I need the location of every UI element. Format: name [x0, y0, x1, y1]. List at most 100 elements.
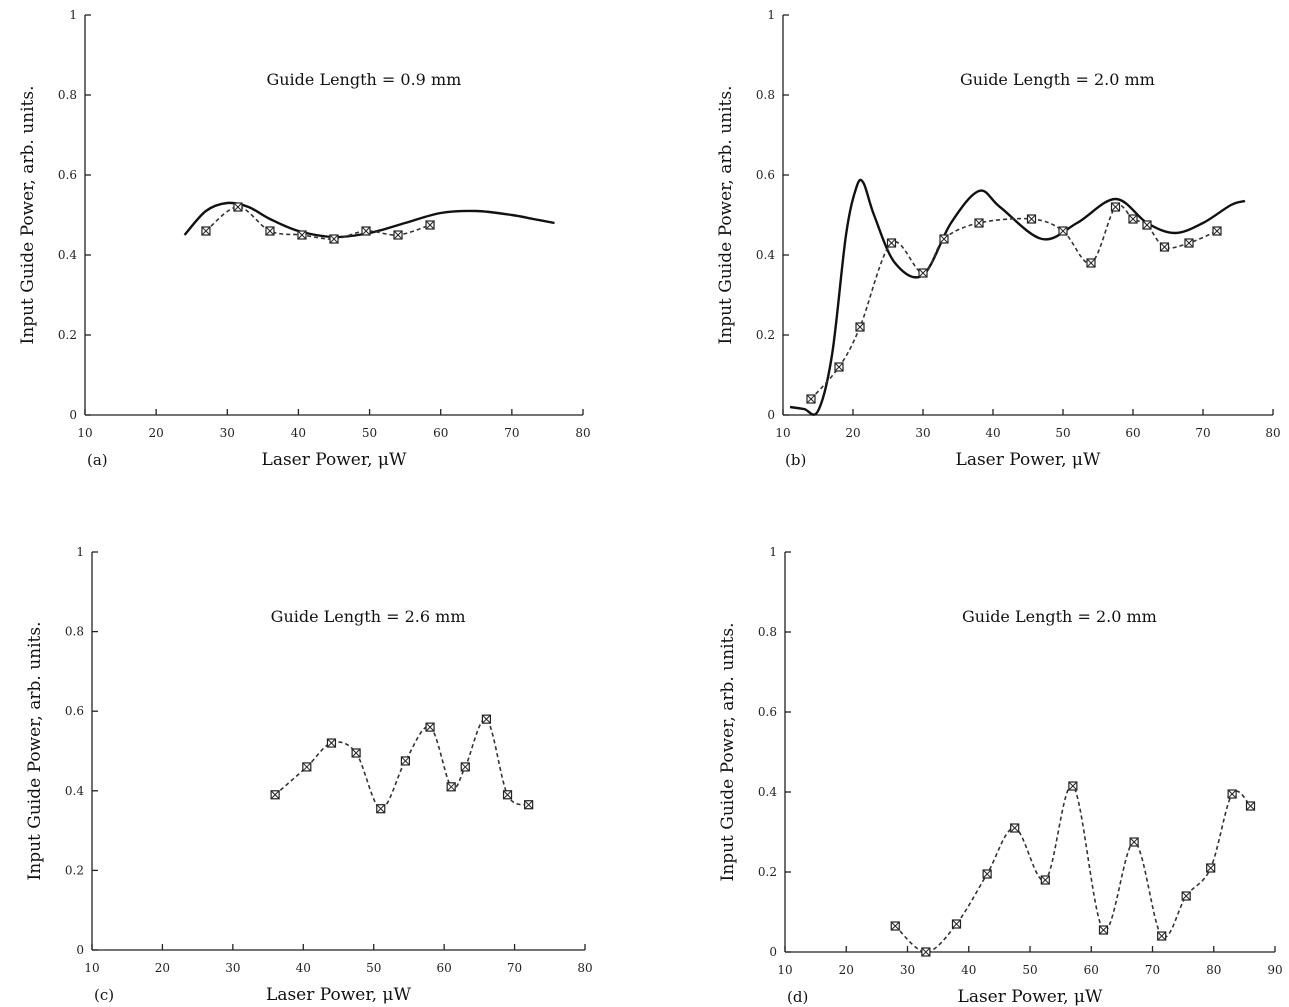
- data-point-marker: [1181, 891, 1191, 901]
- marker-cross: [1058, 226, 1068, 236]
- chart-panel-b: 10 20 30 40 50 60 70 80 0 0.2 0.4 0.6 0.8 1 Laser Powe…: [716, 8, 1281, 470]
- marker-cross: [329, 234, 339, 244]
- marker-cross: [361, 226, 371, 236]
- panel-label: (d): [787, 988, 808, 1006]
- marker-cross: [1206, 863, 1216, 873]
- y-tick-label: 0.8: [756, 88, 775, 102]
- data-point-marker: [1086, 258, 1096, 268]
- data-point-marker: [1040, 875, 1050, 885]
- x-tick-label: 20: [155, 961, 170, 975]
- data-point-marker: [939, 234, 949, 244]
- marker-cross: [1212, 226, 1222, 236]
- y-axis-label: Input Guide Power, arb. units.: [18, 86, 38, 345]
- marker-cross: [351, 748, 361, 758]
- x-tick-label: 10: [77, 426, 92, 440]
- x-tick-label: 50: [1055, 426, 1070, 440]
- x-tick-label: 80: [577, 961, 592, 975]
- marker-cross: [1111, 202, 1120, 212]
- marker-cross: [1040, 875, 1050, 885]
- marker-cross: [1184, 238, 1194, 248]
- marker-cross: [1160, 242, 1169, 252]
- y-tick-label: 0.8: [58, 88, 77, 102]
- marker-cross: [1142, 220, 1152, 230]
- chart-title: Guide Length = 2.0 mm: [960, 70, 1155, 89]
- data-point-marker: [425, 220, 435, 230]
- marker-cross: [952, 919, 961, 929]
- data-point-marker: [1098, 925, 1109, 935]
- theory-curve: [789, 178, 1246, 416]
- data-point-marker: [1184, 238, 1194, 248]
- data-point-marker: [1128, 214, 1138, 224]
- x-tick-label: 10: [775, 426, 790, 440]
- data-point-marker: [855, 322, 865, 332]
- data-point-marker: [1227, 789, 1237, 799]
- y-tick-label: 0.4: [58, 248, 77, 262]
- data-point-marker: [502, 790, 513, 800]
- measured-curve: [810, 204, 1218, 400]
- marker-cross: [939, 234, 949, 244]
- data-point-marker: [982, 869, 992, 879]
- data-point-marker: [265, 226, 275, 236]
- data-point-marker: [951, 919, 962, 929]
- marker-cross: [446, 782, 456, 792]
- y-tick-label: 0.8: [65, 625, 84, 639]
- marker-cross: [425, 220, 435, 230]
- data-point-marker: [361, 226, 371, 236]
- y-tick-label: 1: [767, 8, 775, 22]
- data-point-marker: [1212, 226, 1222, 236]
- marker-cross: [393, 230, 403, 240]
- marker-cross: [270, 790, 280, 800]
- marker-cross: [887, 238, 896, 248]
- marker-cross: [460, 762, 470, 772]
- data-point-marker: [1206, 863, 1216, 873]
- data-point-marker: [890, 921, 900, 931]
- x-tick-label: 30: [225, 961, 240, 975]
- y-tick-label: 0: [76, 943, 84, 957]
- y-axis-label: Input Guide Power, arb. units.: [718, 623, 738, 882]
- x-tick-label: 70: [504, 426, 519, 440]
- data-point-marker: [806, 394, 816, 404]
- y-tick-label: 0.6: [65, 704, 84, 718]
- x-tick-label: 30: [915, 426, 930, 440]
- data-point-marker: [393, 230, 403, 240]
- y-tick-label: 0.2: [65, 863, 84, 877]
- y-axis-label: Input Guide Power, arb. units.: [25, 622, 45, 881]
- x-tick-label: 30: [220, 426, 235, 440]
- y-tick-label: 0.4: [758, 785, 777, 799]
- y-tick-label: 0.2: [756, 328, 775, 342]
- marker-cross: [918, 268, 928, 278]
- data-point-marker: [1110, 202, 1121, 212]
- data-point-marker: [524, 800, 534, 810]
- marker-cross: [265, 226, 275, 236]
- theory-curve: [183, 201, 555, 239]
- y-tick-label: 0: [69, 408, 77, 422]
- x-tick-label: 50: [366, 961, 381, 975]
- marker-cross: [1068, 781, 1078, 791]
- marker-cross: [425, 722, 435, 732]
- x-tick-label: 20: [839, 963, 854, 977]
- x-tick-label: 40: [291, 426, 306, 440]
- marker-cross: [1129, 837, 1139, 847]
- chart-title: Guide Length = 2.6 mm: [271, 607, 466, 626]
- data-point-marker: [302, 762, 312, 772]
- data-point-marker: [1159, 242, 1170, 252]
- x-tick-label: 50: [362, 426, 377, 440]
- y-tick-label: 0.4: [756, 248, 775, 262]
- marker-cross: [1227, 789, 1237, 799]
- x-axis-label: Laser Power, μW: [958, 987, 1103, 1007]
- data-point-marker: [918, 268, 928, 278]
- panel-label: (b): [785, 451, 806, 469]
- x-tick-label: 10: [84, 961, 99, 975]
- y-tick-label: 0.2: [58, 328, 77, 342]
- data-point-marker: [974, 218, 984, 228]
- marker-cross: [890, 921, 900, 931]
- x-tick-label: 40: [961, 963, 976, 977]
- marker-cross: [376, 804, 386, 814]
- marker-cross: [1246, 801, 1255, 811]
- marker-cross: [1027, 214, 1036, 224]
- y-tick-label: 0.8: [758, 625, 777, 639]
- marker-cross: [1128, 214, 1138, 224]
- x-tick-label: 20: [845, 426, 860, 440]
- x-tick-label: 70: [1195, 426, 1210, 440]
